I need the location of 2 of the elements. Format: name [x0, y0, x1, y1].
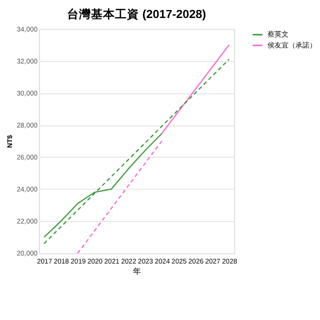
x-axis-title: 年 — [133, 267, 142, 276]
chart-title: 台灣基本工資 (2017-2028) — [67, 7, 206, 22]
